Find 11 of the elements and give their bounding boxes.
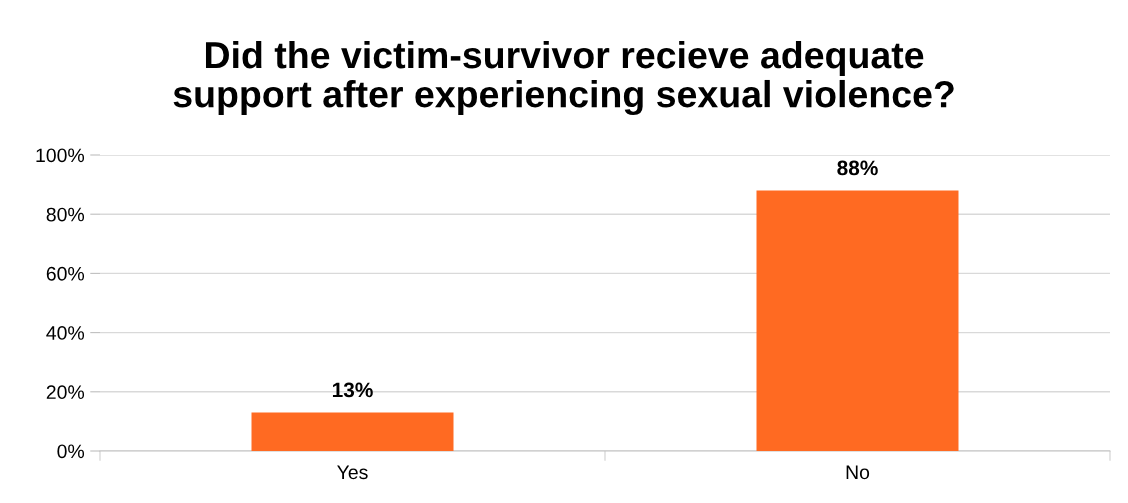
y-tick-label: 20% <box>46 385 85 400</box>
y-tick-label: 100% <box>36 148 85 163</box>
data-label: 13% <box>332 382 373 398</box>
y-tick-label: 40% <box>46 326 85 340</box>
data-label: 88% <box>837 160 878 176</box>
y-tick-label: 80% <box>46 207 85 222</box>
chart-title: Did the victim-survivor recieve adequate support after experiencing sexual violence? <box>173 40 954 116</box>
x-tick-label: No <box>846 465 870 480</box>
y-tick-label: 0% <box>57 444 85 459</box>
x-tick-label: Yes <box>337 465 368 480</box>
y-tick-label: 60% <box>46 266 85 281</box>
